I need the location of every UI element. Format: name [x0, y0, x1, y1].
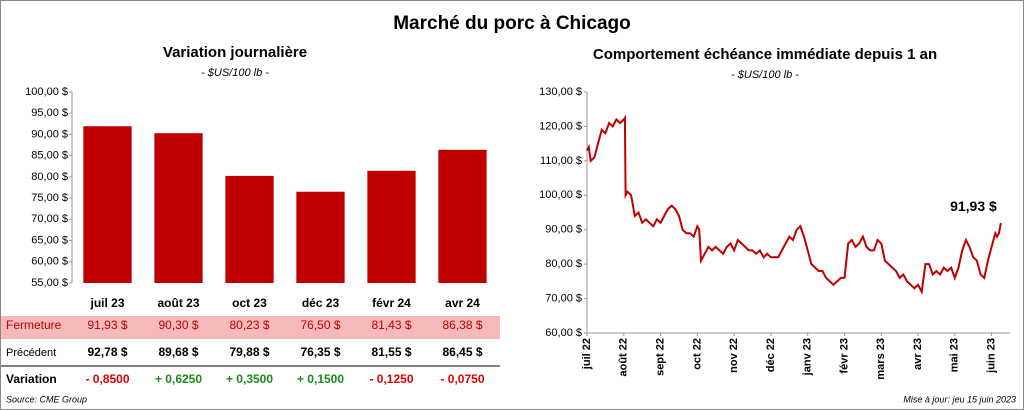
variation-value: + 0,1500: [297, 372, 344, 386]
row-label: Fermeture: [6, 318, 62, 332]
x-tick-label: déc 22: [765, 338, 777, 372]
source: Source: CME Group: [6, 394, 87, 404]
bar: [83, 126, 132, 283]
variation-value: + 0,3500: [226, 372, 273, 386]
x-tick-label: oct 22: [691, 338, 703, 370]
previous-value: 92,78 $: [87, 345, 127, 359]
x-tick-label: juil 22: [581, 338, 593, 370]
y-tick-label: 70,00 $: [31, 213, 68, 225]
closing-value: 90,30 $: [158, 318, 198, 332]
y-tick-label: 55,00 $: [31, 277, 68, 289]
bar: [367, 170, 416, 283]
previous-value: 81,55 $: [371, 345, 411, 359]
bar: [225, 175, 274, 283]
chart-subtitle: - $US/100 lb -: [201, 67, 269, 79]
closing-value: 91,93 $: [87, 318, 127, 332]
variation-value: + 0,6250: [155, 372, 202, 386]
closing-value: 80,23 $: [229, 318, 269, 332]
y-tick-label: 85,00 $: [31, 150, 68, 162]
variation-value: - 0,0750: [440, 372, 484, 386]
price-line: [586, 114, 1002, 295]
annotation: 91,93 $: [950, 198, 997, 214]
y-tick-label: 80,00 $: [545, 258, 582, 270]
chart-title: Comportement échéance immédiate depuis 1…: [593, 46, 937, 63]
bar: [154, 133, 203, 283]
x-tick-label: juil 23: [89, 296, 124, 310]
bar: [296, 191, 345, 283]
closing-row-bg: [1, 316, 500, 339]
y-tick-label: 95,00 $: [31, 107, 68, 119]
x-tick-label: déc 23: [302, 296, 340, 310]
y-tick-label: 90,00 $: [545, 224, 582, 236]
y-tick-label: 100,00 $: [25, 86, 68, 98]
x-tick-label: févr 24: [372, 296, 411, 310]
chart-title: Variation journalière: [163, 44, 307, 61]
x-tick-label: sept 22: [654, 338, 666, 376]
x-tick-label: avr 23: [912, 338, 924, 370]
y-tick-label: 80,00 $: [31, 171, 68, 183]
previous-value: 76,35 $: [300, 345, 340, 359]
x-tick-label: mars 23: [875, 338, 887, 380]
y-tick-label: 60,00 $: [545, 327, 582, 339]
main-title: Marché du porc à Chicago: [393, 13, 631, 34]
x-tick-label: janv 23: [802, 338, 814, 376]
updated: Mise à jour: jeu 15 juin 2023: [903, 394, 1016, 404]
x-tick-label: mai 23: [949, 338, 961, 372]
previous-value: 79,88 $: [229, 345, 269, 359]
y-tick-label: 65,00 $: [31, 234, 68, 246]
chart-subtitle: - $US/100 lb -: [731, 69, 799, 81]
x-tick-label: août 22: [618, 338, 630, 377]
y-tick-label: 75,00 $: [31, 192, 68, 204]
x-tick-label: juin 23: [986, 338, 998, 374]
x-tick-label: févr 23: [838, 338, 850, 373]
previous-value: 89,68 $: [158, 345, 198, 359]
previous-value: 86,45 $: [442, 345, 482, 359]
y-tick-label: 120,00 $: [539, 120, 582, 132]
row-label: Variation: [6, 372, 57, 386]
variation-value: - 0,1250: [369, 372, 413, 386]
y-tick-label: 90,00 $: [31, 128, 68, 140]
y-tick-label: 70,00 $: [545, 292, 582, 304]
y-tick-label: 60,00 $: [31, 256, 68, 268]
closing-value: 76,50 $: [300, 318, 340, 332]
x-tick-label: oct 23: [232, 296, 267, 310]
x-tick-label: août 23: [157, 296, 199, 310]
y-tick-label: 130,00 $: [539, 86, 582, 98]
bar: [438, 149, 487, 283]
closing-value: 81,43 $: [371, 318, 411, 332]
y-tick-label: 110,00 $: [540, 155, 582, 167]
closing-value: 86,38 $: [442, 318, 482, 332]
row-label: Précédent: [6, 347, 56, 359]
variation-value: - 0,8500: [85, 372, 129, 386]
x-tick-label: avr 24: [445, 296, 480, 310]
y-tick-label: 100,00 $: [539, 189, 582, 201]
x-tick-label: nov 22: [728, 338, 740, 373]
